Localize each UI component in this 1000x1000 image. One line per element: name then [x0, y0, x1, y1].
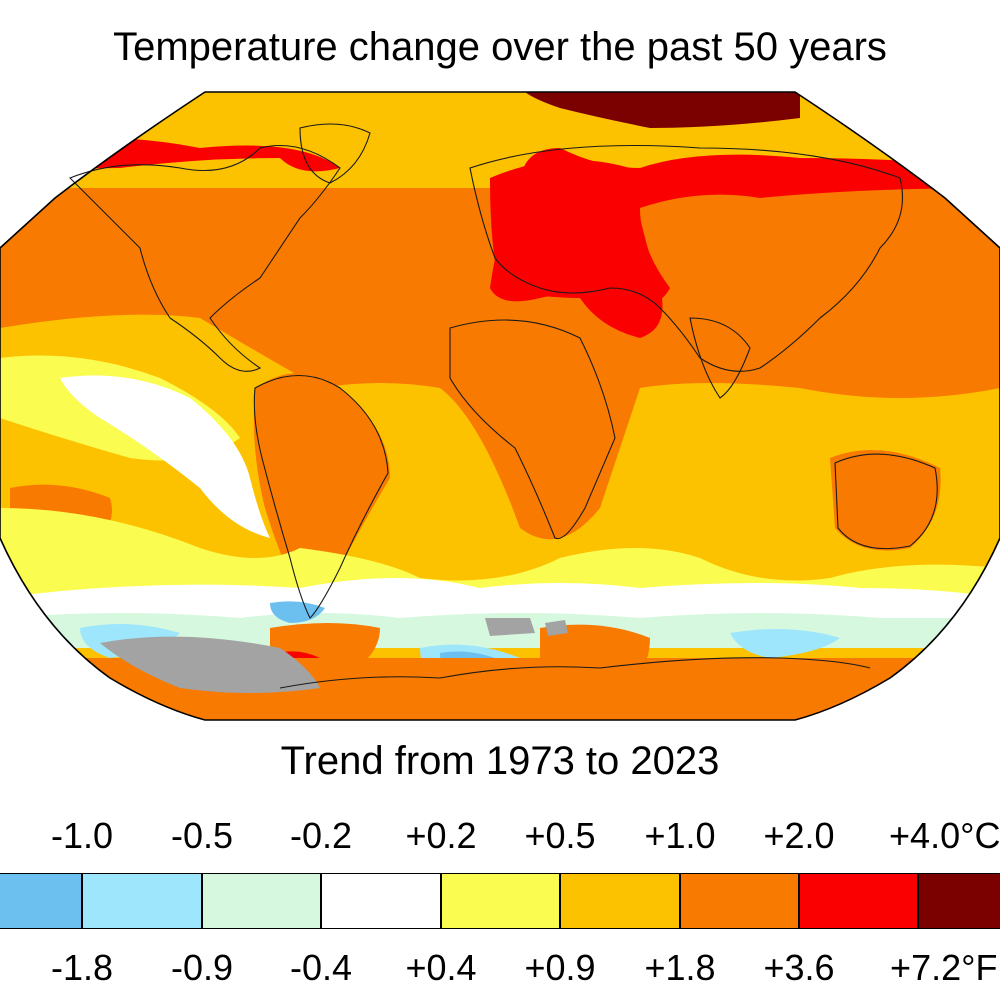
scale-swatch-6 [680, 873, 799, 929]
scale-divider-7 [798, 873, 800, 929]
band-plus-1-0-australia [830, 450, 941, 551]
outline-north-america [69, 145, 341, 372]
scale-swatch-2 [202, 873, 321, 929]
fahrenheit-tick-label: -0.4 [289, 947, 353, 988]
scale-swatch-7 [799, 873, 918, 929]
celsius-tick-label: +0.5 [524, 815, 596, 856]
celsius-tick-label: +1.0 [644, 815, 716, 856]
outline-australia [834, 453, 938, 550]
outline-greenland [299, 123, 371, 184]
no-data-ross-spots [485, 618, 568, 636]
fahrenheit-tick-label: +0.9 [524, 947, 596, 988]
band-plus-0-2-south [0, 508, 1000, 608]
celsius-tick-label: +0.2 [405, 815, 477, 856]
scale-divider-3 [320, 873, 322, 929]
band-near-zero-pacific [60, 375, 270, 538]
map-title: Temperature change over the past 50 year… [113, 25, 887, 69]
scale-swatch-3 [321, 873, 441, 929]
scale-swatch-8 [918, 873, 1000, 929]
band-plus-2-0-eurasia [490, 160, 663, 338]
outline-india [689, 317, 751, 399]
color-scale-bar [0, 873, 1000, 931]
scale-swatch-0 [0, 873, 82, 929]
fahrenheit-tick-label: -1.8 [50, 947, 114, 988]
band-minus-1-0-bellingshausen [270, 601, 325, 623]
continent-outlines [69, 123, 938, 689]
fahrenheit-tick-label: +3.6 [763, 947, 835, 988]
scale-divider-6 [679, 873, 681, 929]
fahrenheit-tick-label: -0.9 [170, 947, 234, 988]
band-plus-4-0-arctic [520, 92, 800, 128]
scale-swatch-1 [82, 873, 202, 929]
outline-eurasia [469, 144, 904, 372]
celsius-tick-label: -0.5 [170, 815, 234, 856]
scale-divider-1 [81, 873, 83, 929]
no-data-weddell [100, 636, 320, 693]
scale-divider-8 [917, 873, 919, 929]
temperature-map [0, 88, 1000, 724]
outline-antarctica [279, 657, 871, 689]
scale-divider-2 [201, 873, 203, 929]
color-scale-legend: -1.0 -0.5 -0.2 +0.2 +0.5 +1.0 +2.0 +4.0°C -1.8 -… [0, 810, 1000, 1000]
celsius-tick-label: +4.0°C [889, 815, 1000, 856]
scale-swatch-4 [441, 873, 560, 929]
celsius-tick-label: -0.2 [289, 815, 353, 856]
fahrenheit-tick-label: +1.8 [644, 947, 716, 988]
celsius-tick-label: +2.0 [763, 815, 835, 856]
fahrenheit-tick-label: +7.2°F [890, 947, 998, 988]
trend-subtitle: Trend from 1973 to 2023 [280, 739, 720, 783]
globe-border [0, 91, 1000, 721]
outline-south-america [253, 374, 389, 619]
scale-divider-4 [440, 873, 442, 929]
celsius-tick-label: -1.0 [50, 815, 114, 856]
fahrenheit-tick-label: +0.4 [405, 947, 477, 988]
temperature-field [0, 92, 1000, 720]
scale-swatch-5 [560, 873, 680, 929]
scale-divider-5 [559, 873, 561, 929]
band-plus-1-0-africa [450, 320, 620, 538]
band-minus-0-5-east [730, 629, 840, 658]
outline-africa [449, 319, 616, 540]
